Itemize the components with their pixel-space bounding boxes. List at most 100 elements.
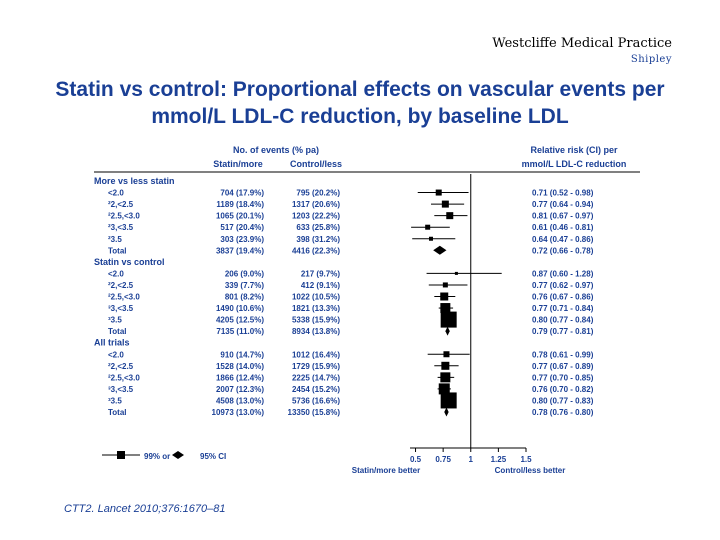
col-header-rr-1: Relative risk (CI) per <box>530 145 618 155</box>
effect-square <box>425 224 431 230</box>
row-rr-text: 0.77 (0.64 - 0.94) <box>532 200 594 209</box>
effect-square <box>446 212 454 220</box>
row-label: ³3,<3.5 <box>108 304 134 313</box>
axis-label-left: Statin/more better <box>352 466 420 475</box>
forest-rows: More vs less statin <2.0 704 (17.9%) 795 (2… <box>94 176 594 417</box>
row-control-events: 412 (9.1%) <box>301 281 340 290</box>
row-control-events: 4416 (22.3%) <box>292 246 340 255</box>
row-rr-text: 0.77 (0.70 - 0.85) <box>532 373 594 382</box>
effect-square <box>440 392 457 409</box>
row-label: ³3.5 <box>108 396 122 405</box>
row-rr-text: 0.79 (0.77 - 0.81) <box>532 327 594 336</box>
row-control-events: 1317 (20.6%) <box>292 200 340 209</box>
row-rr-text: 0.77 (0.62 - 0.97) <box>532 281 594 290</box>
row-control-events: 1729 (15.9%) <box>292 362 340 371</box>
group-title: Statin vs control <box>94 257 165 267</box>
row-label-total: Total <box>108 327 127 336</box>
x-tick-label: 1 <box>469 455 474 464</box>
effect-square <box>440 303 451 314</box>
row-label: ²3.5 <box>108 235 122 244</box>
col-header-control: Control/less <box>290 159 342 169</box>
practice-name: Westcliffe Medical Practice <box>492 36 672 51</box>
row-label: ²2,<2.5 <box>108 362 134 371</box>
total-diamond <box>445 326 450 336</box>
effect-square <box>454 271 458 275</box>
row-label: <2.0 <box>108 269 124 278</box>
legend-diamond <box>172 451 184 459</box>
row-control-events: 1022 (10.5%) <box>292 293 340 302</box>
row-rr-text: 0.64 (0.47 - 0.86) <box>532 235 594 244</box>
col-header-rr-2: mmol/L LDL-C reduction <box>522 159 627 169</box>
group-title: More vs less statin <box>94 176 175 186</box>
row-statin-events: 1065 (20.1%) <box>216 212 264 221</box>
effect-square <box>428 236 433 241</box>
row-control-events: 1821 (13.3%) <box>292 304 340 313</box>
row-label: <2.0 <box>108 350 124 359</box>
row-statin-events: 10973 (13.0%) <box>212 408 265 417</box>
row-rr-text: 0.87 (0.60 - 1.28) <box>532 269 594 278</box>
citation: CTT2. Lancet 2010;376:1670–81 <box>64 503 226 515</box>
row-control-events: 5338 (15.9%) <box>292 316 340 325</box>
row-statin-events: 704 (17.9%) <box>220 189 264 198</box>
slide-title: Statin vs control: Proportional effects … <box>55 78 665 128</box>
row-rr-text: 0.72 (0.66 - 0.78) <box>532 246 594 255</box>
row-statin-events: 1866 (12.4%) <box>216 373 264 382</box>
x-tick-label: 0.5 <box>410 455 422 464</box>
row-control-events: 398 (31.2%) <box>296 235 340 244</box>
row-statin-events: 4205 (12.5%) <box>216 316 264 325</box>
effect-square <box>435 189 442 196</box>
row-control-events: 795 (20.2%) <box>296 189 340 198</box>
forest-legend: 99% or 95% CI <box>102 451 226 461</box>
row-rr-text: 0.61 (0.46 - 0.81) <box>532 223 594 232</box>
row-statin-events: 1189 (18.4%) <box>216 200 264 209</box>
legend-ci95: 95% CI <box>200 452 226 461</box>
effect-square <box>441 200 449 208</box>
row-statin-events: 517 (20.4%) <box>220 223 264 232</box>
row-control-events: 1203 (22.2%) <box>292 212 340 221</box>
row-statin-events: 206 (9.0%) <box>225 269 264 278</box>
row-label: ³3.5 <box>108 316 122 325</box>
row-label: ³3,<3.5 <box>108 385 134 394</box>
total-diamond <box>433 245 447 255</box>
row-statin-events: 801 (8.2%) <box>225 293 264 302</box>
legend-square <box>117 451 125 459</box>
row-rr-text: 0.76 (0.67 - 0.86) <box>532 293 594 302</box>
row-control-events: 5736 (16.6%) <box>292 396 340 405</box>
effect-square <box>441 361 450 370</box>
x-tick-label: 0.75 <box>435 455 451 464</box>
row-rr-text: 0.71 (0.52 - 0.98) <box>532 189 594 198</box>
row-label: <2.0 <box>108 189 124 198</box>
row-control-events: 8934 (13.8%) <box>292 327 340 336</box>
row-rr-text: 0.80 (0.77 - 0.84) <box>532 316 594 325</box>
row-rr-text: 0.77 (0.71 - 0.84) <box>532 304 594 313</box>
practice-location: Shipley <box>630 54 672 65</box>
row-rr-text: 0.76 (0.70 - 0.82) <box>532 385 594 394</box>
row-label: ²2,<2.5 <box>108 200 134 209</box>
row-control-events: 13350 (15.8%) <box>288 408 341 417</box>
row-label: ²2.5,<3.0 <box>108 373 140 382</box>
row-label: ²2.5,<3.0 <box>108 293 140 302</box>
row-statin-events: 7135 (11.0%) <box>216 327 264 336</box>
row-rr-text: 0.80 (0.77 - 0.83) <box>532 396 594 405</box>
row-rr-text: 0.78 (0.61 - 0.99) <box>532 350 594 359</box>
x-tick-label: 1.5 <box>520 455 532 464</box>
effect-square <box>442 282 448 288</box>
effect-square <box>438 383 450 395</box>
row-control-events: 633 (25.8%) <box>296 223 340 232</box>
row-control-events: 2225 (14.7%) <box>292 373 340 382</box>
row-statin-events: 303 (23.9%) <box>220 235 264 244</box>
row-statin-events: 4508 (13.0%) <box>216 396 264 405</box>
forest-axis: 0.5 0.75 1 1.25 1.5 Statin/more better Control… <box>352 174 566 475</box>
row-label: ²3,<3.5 <box>108 223 134 232</box>
effect-square <box>440 372 451 383</box>
total-diamond <box>444 407 449 417</box>
row-statin-events: 339 (7.7%) <box>225 281 264 290</box>
row-rr-text: 0.78 (0.76 - 0.80) <box>532 408 594 417</box>
axis-label-right: Control/less better <box>495 466 566 475</box>
row-label: ²2,<2.5 <box>108 281 134 290</box>
row-control-events: 217 (9.7%) <box>301 269 340 278</box>
row-rr-text: 0.81 (0.67 - 0.97) <box>532 212 594 221</box>
group-title: All trials <box>94 338 130 348</box>
row-control-events: 2454 (15.2%) <box>292 385 340 394</box>
